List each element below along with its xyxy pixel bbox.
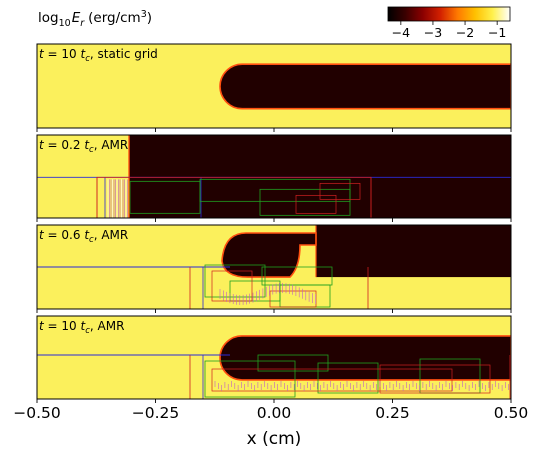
panel-field [37, 316, 511, 399]
colorbar-tick-label: −2 [456, 25, 474, 40]
panel: t = 10 tc, AMR [36, 315, 512, 403]
x-tick-label: −0.50 [13, 404, 61, 422]
amr-block [211, 270, 253, 302]
panel: t = 0.2 tc, AMR [36, 134, 512, 222]
amr-block [379, 364, 491, 394]
colorbar-tick-label: −3 [424, 25, 442, 40]
x-tick-label: −0.25 [132, 404, 180, 422]
colorbar-label: log10Er (erg/cm3) [38, 9, 152, 29]
x-tick-label: 0.25 [375, 404, 410, 422]
panel-label: t = 0.6 tc, AMR [39, 228, 128, 245]
colorbar-gradient [387, 6, 511, 22]
shadow-region [219, 63, 511, 110]
panel-field [37, 135, 511, 218]
shadow-region [219, 335, 511, 381]
x-tick-label: 0.50 [494, 404, 529, 422]
x-axis: −0.50 −0.25 0.00 0.25 0.50 [13, 404, 528, 422]
shadow-region [316, 225, 511, 278]
colorbar: −4 −3 −2 −1 [387, 6, 511, 40]
x-tick-label: 0.00 [257, 404, 292, 422]
colorbar-tick-label: −4 [392, 25, 410, 40]
colorbar-tick-label: −1 [488, 25, 506, 40]
amr-block [211, 368, 453, 392]
amr-block [317, 362, 379, 394]
panel: t = 10 tc, static grid [36, 43, 512, 132]
panels: t = 10 tc, static grid t = 0.2 tc, AMR t =… [36, 43, 512, 403]
panel-label: t = 10 tc, static grid [39, 47, 158, 64]
panel-field [37, 225, 511, 309]
amr-block [204, 360, 296, 398]
panel: t = 0.6 tc, AMR [36, 224, 512, 313]
amr-block [295, 194, 337, 214]
panel-label: t = 0.2 tc, AMR [39, 138, 128, 155]
amr-block [319, 182, 361, 200]
amr-block [96, 176, 372, 218]
shadow-region [221, 232, 317, 278]
panel-field [37, 44, 511, 128]
amr-block [259, 188, 351, 216]
x-axis-label: x (cm) [247, 429, 302, 449]
colorbar-ticks: −4 −3 −2 −1 [392, 21, 506, 40]
panel-label: t = 10 tc, AMR [39, 319, 124, 336]
shadow-region [129, 135, 511, 218]
